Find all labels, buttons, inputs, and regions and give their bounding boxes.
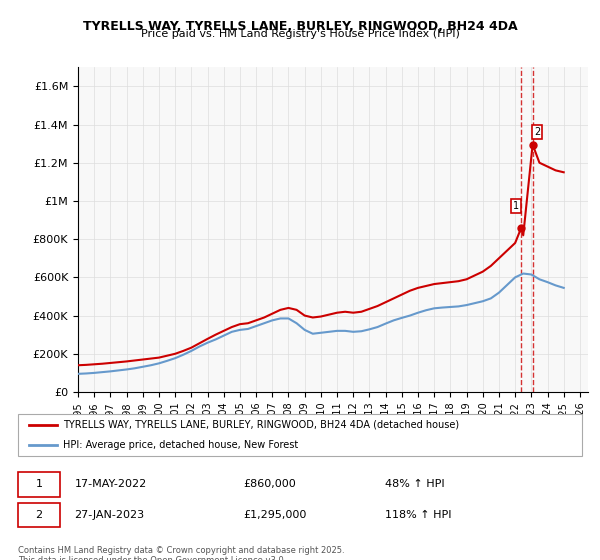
Text: 1: 1	[513, 200, 520, 211]
Text: 1: 1	[35, 479, 43, 489]
Text: 2: 2	[35, 510, 43, 520]
FancyBboxPatch shape	[18, 472, 60, 497]
FancyBboxPatch shape	[18, 414, 582, 456]
FancyBboxPatch shape	[18, 503, 60, 528]
Text: 48% ↑ HPI: 48% ↑ HPI	[385, 479, 444, 489]
Text: £860,000: £860,000	[244, 479, 296, 489]
Text: TYRELLS WAY, TYRELLS LANE, BURLEY, RINGWOOD, BH24 4DA (detached house): TYRELLS WAY, TYRELLS LANE, BURLEY, RINGW…	[63, 420, 459, 430]
Text: 27-JAN-2023: 27-JAN-2023	[74, 510, 145, 520]
Text: Price paid vs. HM Land Registry's House Price Index (HPI): Price paid vs. HM Land Registry's House …	[140, 29, 460, 39]
Text: 17-MAY-2022: 17-MAY-2022	[74, 479, 146, 489]
Text: Contains HM Land Registry data © Crown copyright and database right 2025.
This d: Contains HM Land Registry data © Crown c…	[18, 546, 344, 560]
Text: HPI: Average price, detached house, New Forest: HPI: Average price, detached house, New …	[63, 440, 298, 450]
Text: £1,295,000: £1,295,000	[244, 510, 307, 520]
Text: TYRELLS WAY, TYRELLS LANE, BURLEY, RINGWOOD, BH24 4DA: TYRELLS WAY, TYRELLS LANE, BURLEY, RINGW…	[83, 20, 517, 32]
Text: 118% ↑ HPI: 118% ↑ HPI	[385, 510, 451, 520]
Text: 2: 2	[534, 127, 541, 137]
